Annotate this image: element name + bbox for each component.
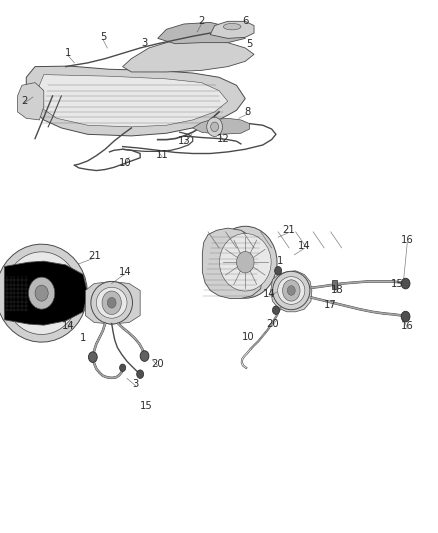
Ellipse shape	[272, 271, 310, 310]
Text: 13: 13	[178, 136, 190, 146]
Text: 2: 2	[198, 17, 205, 26]
Text: 3: 3	[133, 379, 139, 389]
Text: 10: 10	[242, 333, 254, 342]
Text: 5: 5	[247, 39, 253, 49]
Circle shape	[88, 352, 97, 362]
Polygon shape	[18, 83, 44, 120]
Circle shape	[35, 285, 48, 301]
Text: 21: 21	[88, 251, 101, 261]
Circle shape	[211, 122, 219, 132]
Text: 12: 12	[217, 134, 230, 143]
Circle shape	[102, 291, 121, 314]
Circle shape	[207, 117, 223, 136]
Circle shape	[401, 311, 410, 322]
Polygon shape	[123, 38, 254, 72]
Circle shape	[237, 252, 254, 273]
Text: 20: 20	[266, 319, 279, 328]
Polygon shape	[39, 75, 228, 127]
Text: 1: 1	[277, 256, 283, 266]
Text: 14: 14	[119, 267, 131, 277]
Circle shape	[401, 278, 410, 289]
Polygon shape	[210, 21, 254, 38]
Polygon shape	[4, 261, 88, 325]
Text: 20: 20	[152, 359, 164, 368]
Circle shape	[28, 277, 55, 309]
Ellipse shape	[214, 226, 277, 298]
Text: 21: 21	[283, 225, 296, 235]
Text: 15: 15	[391, 279, 404, 288]
Text: 1: 1	[80, 334, 86, 343]
Text: 8: 8	[244, 107, 251, 117]
Text: 16: 16	[401, 235, 414, 245]
Text: 14: 14	[298, 241, 311, 251]
Ellipse shape	[223, 23, 241, 30]
Ellipse shape	[91, 281, 132, 324]
Polygon shape	[193, 118, 250, 134]
Polygon shape	[202, 228, 262, 298]
Circle shape	[272, 306, 279, 314]
Ellipse shape	[278, 277, 305, 304]
Polygon shape	[271, 271, 312, 312]
Polygon shape	[4, 274, 28, 312]
Text: 3: 3	[141, 38, 148, 47]
Text: 1: 1	[65, 49, 71, 58]
Text: 18: 18	[331, 286, 343, 295]
Text: 14: 14	[62, 321, 74, 331]
Text: 14: 14	[263, 289, 276, 299]
Polygon shape	[158, 22, 245, 44]
Text: 15: 15	[140, 401, 153, 411]
Circle shape	[107, 297, 116, 308]
Polygon shape	[332, 280, 337, 289]
Polygon shape	[0, 244, 87, 342]
Text: 16: 16	[401, 321, 414, 331]
Ellipse shape	[96, 287, 127, 318]
Text: 6: 6	[242, 17, 248, 26]
Polygon shape	[85, 281, 140, 324]
Ellipse shape	[4, 252, 79, 335]
Ellipse shape	[219, 233, 271, 291]
Circle shape	[137, 370, 144, 378]
Text: 17: 17	[324, 300, 337, 310]
Circle shape	[140, 351, 149, 361]
Circle shape	[120, 364, 126, 372]
Text: 11: 11	[155, 150, 169, 159]
Text: 5: 5	[100, 33, 106, 42]
Circle shape	[283, 280, 300, 301]
Text: 10: 10	[119, 158, 131, 167]
Circle shape	[287, 286, 295, 295]
Circle shape	[275, 266, 282, 275]
Text: 2: 2	[21, 96, 27, 106]
Polygon shape	[26, 66, 245, 136]
